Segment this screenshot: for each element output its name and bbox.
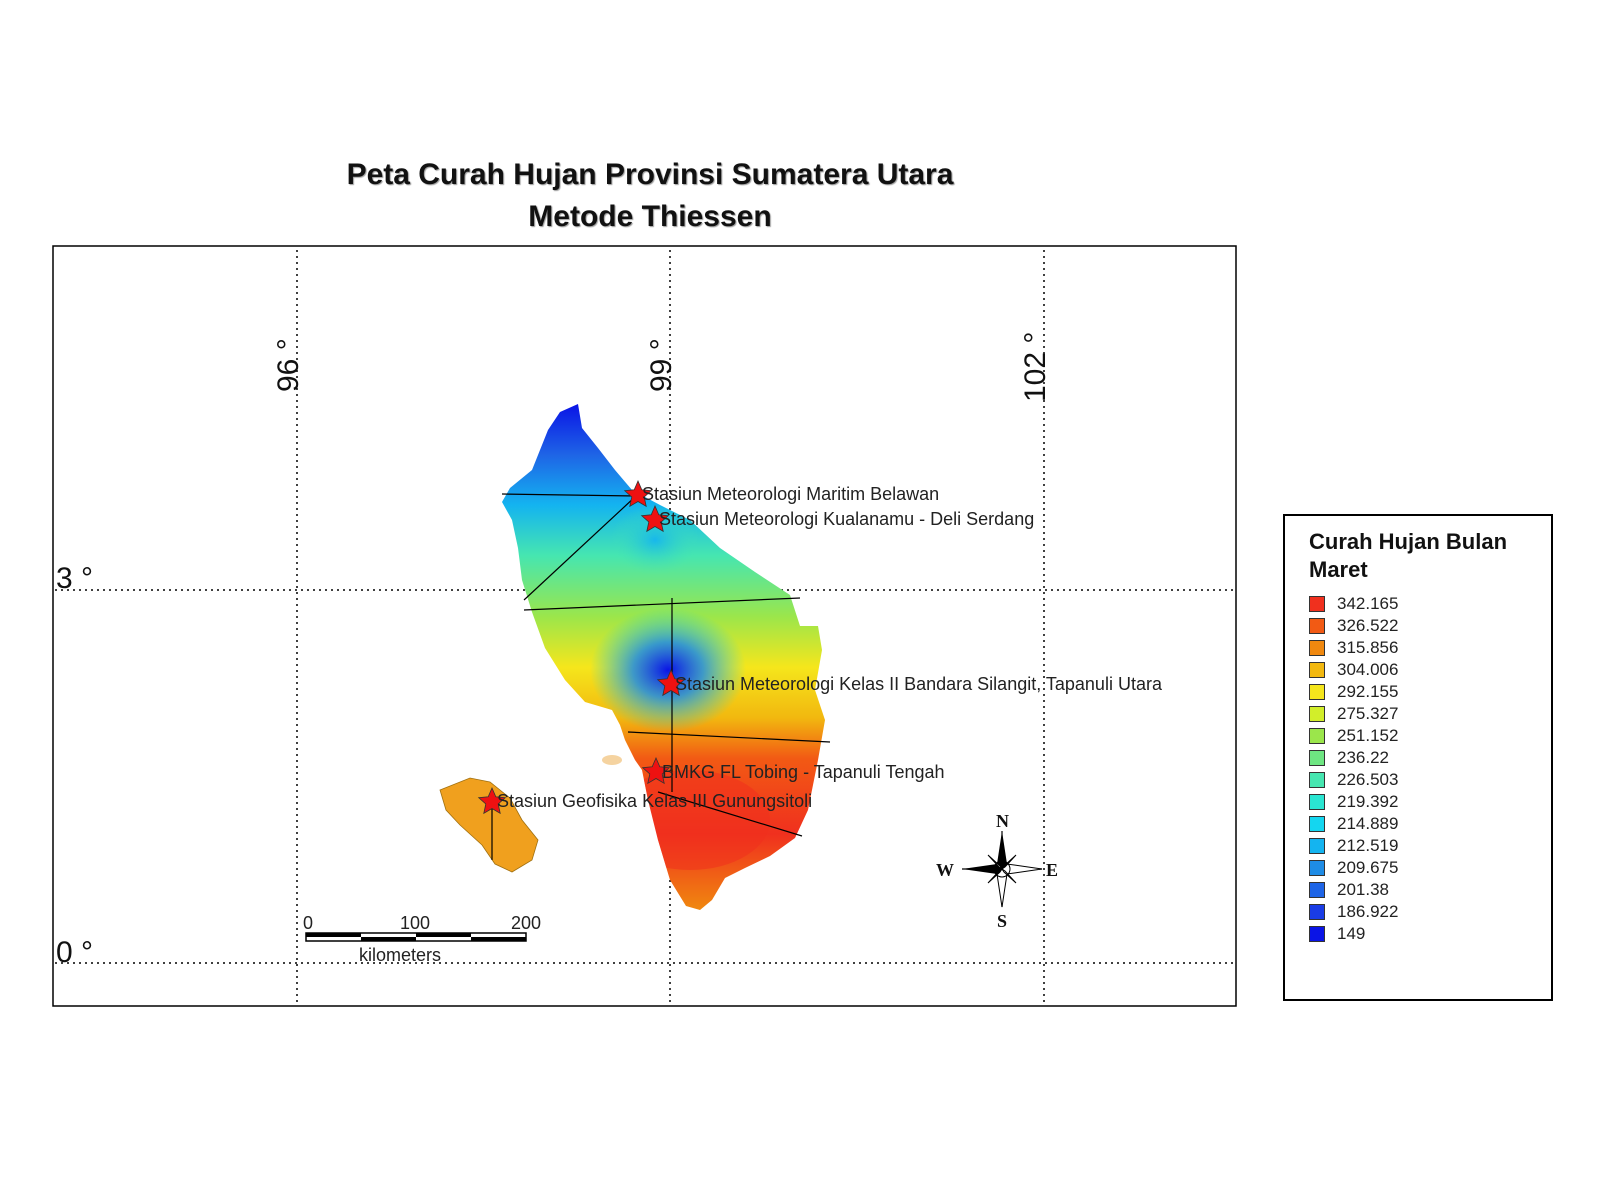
station-label: Stasiun Meteorologi Kualanamu - Deli Ser…	[659, 509, 1034, 529]
legend-swatch	[1309, 706, 1325, 722]
map-subtitle: Metode Thiessen	[528, 200, 772, 233]
lat-label-3: 3 °	[56, 562, 93, 595]
legend-swatch	[1309, 684, 1325, 700]
station-star-icon	[641, 756, 671, 785]
lat-label-0: 0 °	[56, 936, 93, 969]
scale-tick-100: 100	[400, 913, 430, 933]
legend-label: 149	[1337, 924, 1366, 943]
legend-item: 209.675	[1309, 857, 1398, 879]
legend-item: 292.155	[1309, 681, 1398, 703]
legend-item: 186.922	[1309, 901, 1398, 923]
station-star-icon	[623, 479, 653, 508]
legend-label: 201.38	[1337, 880, 1389, 899]
legend-swatch	[1309, 596, 1325, 612]
legend-item: 226.503	[1309, 769, 1398, 791]
station-star-icon	[640, 504, 670, 533]
legend-label: 214.889	[1337, 814, 1399, 833]
legend: Curah Hujan Bulan Maret 342.165 326.522 31…	[1283, 514, 1553, 1001]
svg-text:E: E	[1046, 860, 1058, 880]
scale-unit: kilometers	[359, 945, 441, 965]
legend-swatch	[1309, 618, 1325, 634]
small-island	[602, 755, 622, 765]
station-star-icon	[656, 668, 686, 697]
legend-item: 326.522	[1309, 615, 1398, 637]
station-label: Stasiun Geofisika Kelas III Gunungsitoli	[497, 791, 812, 811]
legend-swatch	[1309, 926, 1325, 942]
station-belawan[interactable]: Stasiun Meteorologi Maritim Belawan	[623, 479, 939, 508]
legend-label: 226.503	[1337, 770, 1399, 789]
svg-text:W: W	[936, 860, 954, 880]
legend-swatch	[1309, 728, 1325, 744]
legend-item: 214.889	[1309, 813, 1398, 835]
legend-swatch	[1309, 882, 1325, 898]
legend-item: 149	[1309, 923, 1398, 945]
legend-item: 315.856	[1309, 637, 1398, 659]
legend-swatch	[1309, 794, 1325, 810]
stations: Stasiun Meteorologi Maritim Belawan Stas…	[477, 479, 1163, 815]
legend-label: 251.152	[1337, 726, 1399, 745]
legend-item: 275.327	[1309, 703, 1398, 725]
legend-title: Curah Hujan Bulan Maret	[1309, 529, 1508, 582]
legend-swatch	[1309, 860, 1325, 876]
lon-label-99: 99 °	[645, 338, 678, 392]
legend-swatch	[1309, 816, 1325, 832]
legend-label: 209.675	[1337, 858, 1399, 877]
legend-label: 342.165	[1337, 594, 1399, 613]
legend-label: 219.392	[1337, 792, 1399, 811]
legend-item: 236.22	[1309, 747, 1398, 769]
svg-text:S: S	[997, 911, 1007, 931]
legend-item: 342.165	[1309, 593, 1398, 615]
station-label: Stasiun Meteorologi Maritim Belawan	[642, 484, 939, 504]
legend-item: 212.519	[1309, 835, 1398, 857]
legend-swatch	[1309, 772, 1325, 788]
legend-item: 304.006	[1309, 659, 1398, 681]
station-kualanamu[interactable]: Stasiun Meteorologi Kualanamu - Deli Ser…	[640, 504, 1035, 533]
legend-swatch	[1309, 662, 1325, 678]
station-silangit[interactable]: Stasiun Meteorologi Kelas II Bandara Sil…	[656, 668, 1163, 697]
scale-tick-0: 0	[303, 913, 313, 933]
legend-label: 275.327	[1337, 704, 1399, 723]
legend-label: 186.922	[1337, 902, 1399, 921]
legend-swatch	[1309, 640, 1325, 656]
legend-item: 251.152	[1309, 725, 1398, 747]
legend-item: 201.38	[1309, 879, 1398, 901]
legend-swatch	[1309, 904, 1325, 920]
station-label: BMKG FL Tobing - Tapanuli Tengah	[662, 762, 945, 782]
legend-label: 292.155	[1337, 682, 1399, 701]
legend-swatch	[1309, 838, 1325, 854]
nias-island	[439, 777, 539, 873]
thiessen-lines	[491, 493, 831, 860]
station-fl-tobing[interactable]: BMKG FL Tobing - Tapanuli Tengah	[641, 756, 945, 785]
legend-items: 342.165 326.522 315.856 304.006 292.155 275.3…	[1309, 593, 1398, 945]
legend-label: 315.856	[1337, 638, 1399, 657]
station-gunungsitoli[interactable]: Stasiun Geofisika Kelas III Gunungsitoli	[477, 786, 812, 815]
legend-label: 326.522	[1337, 616, 1399, 635]
legend-label: 236.22	[1337, 748, 1389, 767]
legend-item: 219.392	[1309, 791, 1398, 813]
legend-label: 304.006	[1337, 660, 1399, 679]
scale-bar: 0 100 200 kilometers	[303, 913, 541, 965]
compass-rose-icon: N S E W	[936, 811, 1058, 931]
map-title: Peta Curah Hujan Provinsi Sumatera Utara	[346, 158, 954, 191]
svg-text:N: N	[996, 811, 1009, 831]
legend-swatch	[1309, 750, 1325, 766]
station-label: Stasiun Meteorologi Kelas II Bandara Sil…	[675, 674, 1163, 694]
lon-label-96: 96 °	[272, 338, 305, 392]
legend-label: 212.519	[1337, 836, 1399, 855]
station-star-icon	[477, 786, 507, 815]
lon-label-102: 102 °	[1019, 332, 1052, 402]
scale-tick-200: 200	[511, 913, 541, 933]
